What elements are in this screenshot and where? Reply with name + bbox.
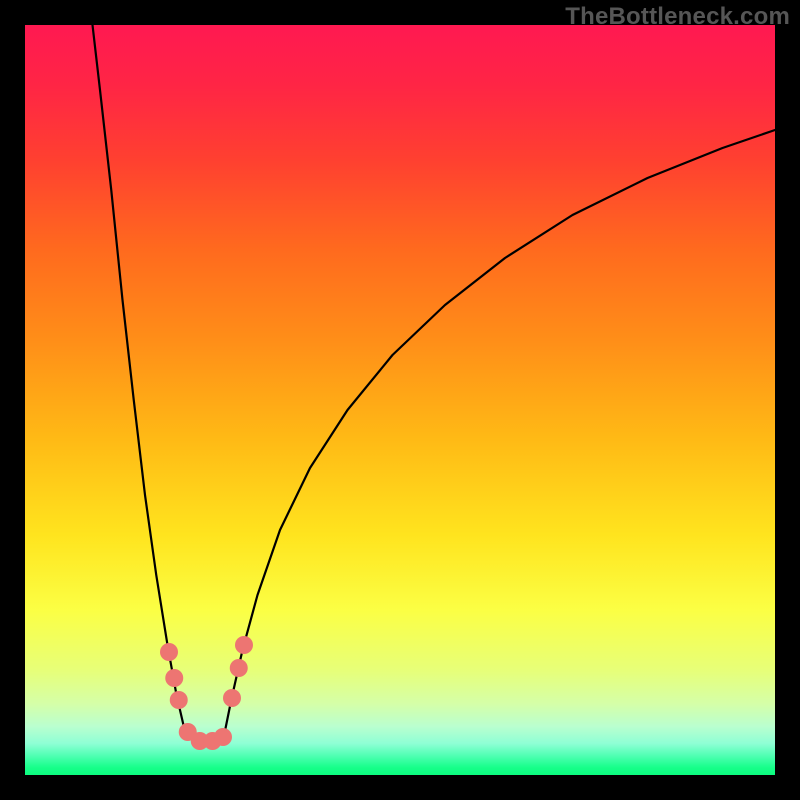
plot-area xyxy=(25,25,775,775)
watermark-text: TheBottleneck.com xyxy=(565,3,790,31)
data-point-marker xyxy=(160,643,178,661)
data-point-marker xyxy=(235,636,253,654)
gradient-background xyxy=(25,25,775,775)
data-point-marker xyxy=(165,669,183,687)
data-point-marker xyxy=(170,691,188,709)
data-point-marker xyxy=(223,689,241,707)
data-point-marker xyxy=(214,728,232,746)
data-point-marker xyxy=(230,659,248,677)
chart-svg xyxy=(0,0,800,800)
